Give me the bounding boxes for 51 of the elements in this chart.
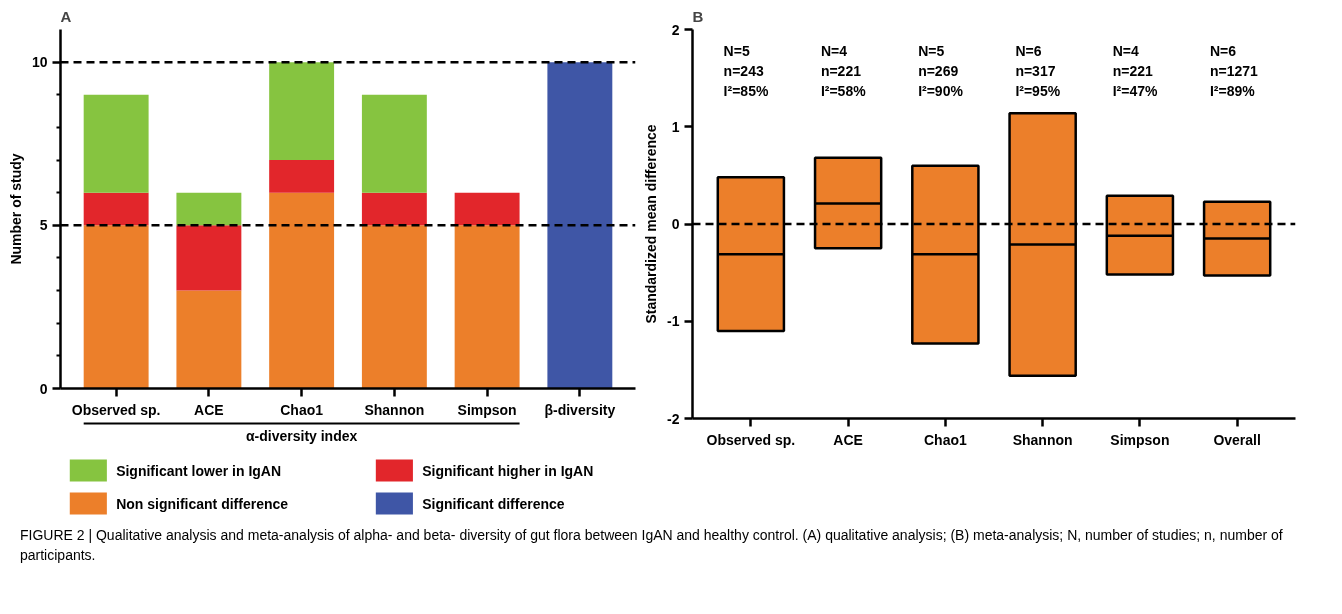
- caption: FIGURE 2 | Qualitative analysis and meta-analysis of alpha- and beta- diversity of gut flora between IgAN and healthy control. (A) qualitative analysis; (B) meta-analysis; N, number of studies; n, number of participants.: [20, 526, 1284, 565]
- legend-label: Non significant difference: [116, 495, 289, 512]
- y-tick-label: 10: [31, 54, 48, 71]
- bar: [361, 225, 427, 389]
- y-tick-label: 0: [39, 380, 48, 397]
- y-tick-label: 2: [671, 21, 680, 38]
- x-tick-label: Observed sp.: [71, 401, 161, 418]
- x-tick-label: Shannon: [364, 401, 425, 418]
- bar: [83, 192, 149, 226]
- bar: [176, 225, 242, 291]
- bar: [269, 62, 335, 161]
- legend-label: Significant higher in IgAN: [422, 462, 594, 479]
- y-tick-label: -2: [667, 410, 680, 427]
- bar: [269, 160, 335, 193]
- annotation: N=4 n=221 I²=47%: [1112, 43, 1158, 100]
- bar: [83, 225, 149, 389]
- bar: [269, 192, 335, 389]
- y-axis-title: Number of study: [7, 153, 24, 265]
- x-tick-label: ACE: [833, 431, 863, 448]
- x-tick-label: ACE: [194, 401, 224, 418]
- legend-label: Significant lower in IgAN: [116, 462, 282, 479]
- y-tick-label: 1: [671, 118, 680, 135]
- x-tick-label: Chao1: [280, 401, 324, 418]
- annotation: N=5 n=269 I²=90%: [918, 43, 964, 100]
- chart-title: A: [60, 7, 72, 25]
- annotation: N=6 n=317 I²=95%: [1015, 43, 1061, 100]
- bar: [83, 94, 149, 193]
- bar: [547, 62, 613, 389]
- legend-label: Significant difference: [422, 495, 565, 512]
- y-tick-label: -1: [667, 313, 680, 330]
- annotation: N=4 n=221 I²=58%: [820, 43, 867, 100]
- bar: [361, 94, 427, 193]
- bar: [361, 192, 427, 226]
- x-tick-label: Simpson: [1110, 431, 1170, 448]
- x-tick-label: Chao1: [923, 431, 967, 448]
- x-tick-label: β-diversity: [544, 401, 616, 418]
- x-tick-label: Shannon: [1012, 431, 1073, 448]
- y-tick-label: 5: [39, 217, 48, 234]
- x-tick-label: Simpson: [457, 401, 517, 418]
- bar: [176, 290, 242, 389]
- y-axis-title: Standardized mean difference: [643, 124, 660, 324]
- bar: [454, 192, 520, 226]
- y-tick-label: 0: [671, 216, 680, 232]
- x-tick-label: Overall: [1213, 431, 1261, 448]
- x-axis-title: α-diversity index: [245, 427, 358, 444]
- annotation: N=5 n=243 I²=85%: [723, 43, 769, 100]
- annotation: N=6 n=1271 I²=89%: [1209, 43, 1258, 100]
- chart-title: B: [692, 7, 704, 25]
- x-tick-label: Observed sp.: [706, 431, 796, 448]
- bar: [454, 225, 520, 389]
- bar: [176, 192, 242, 226]
